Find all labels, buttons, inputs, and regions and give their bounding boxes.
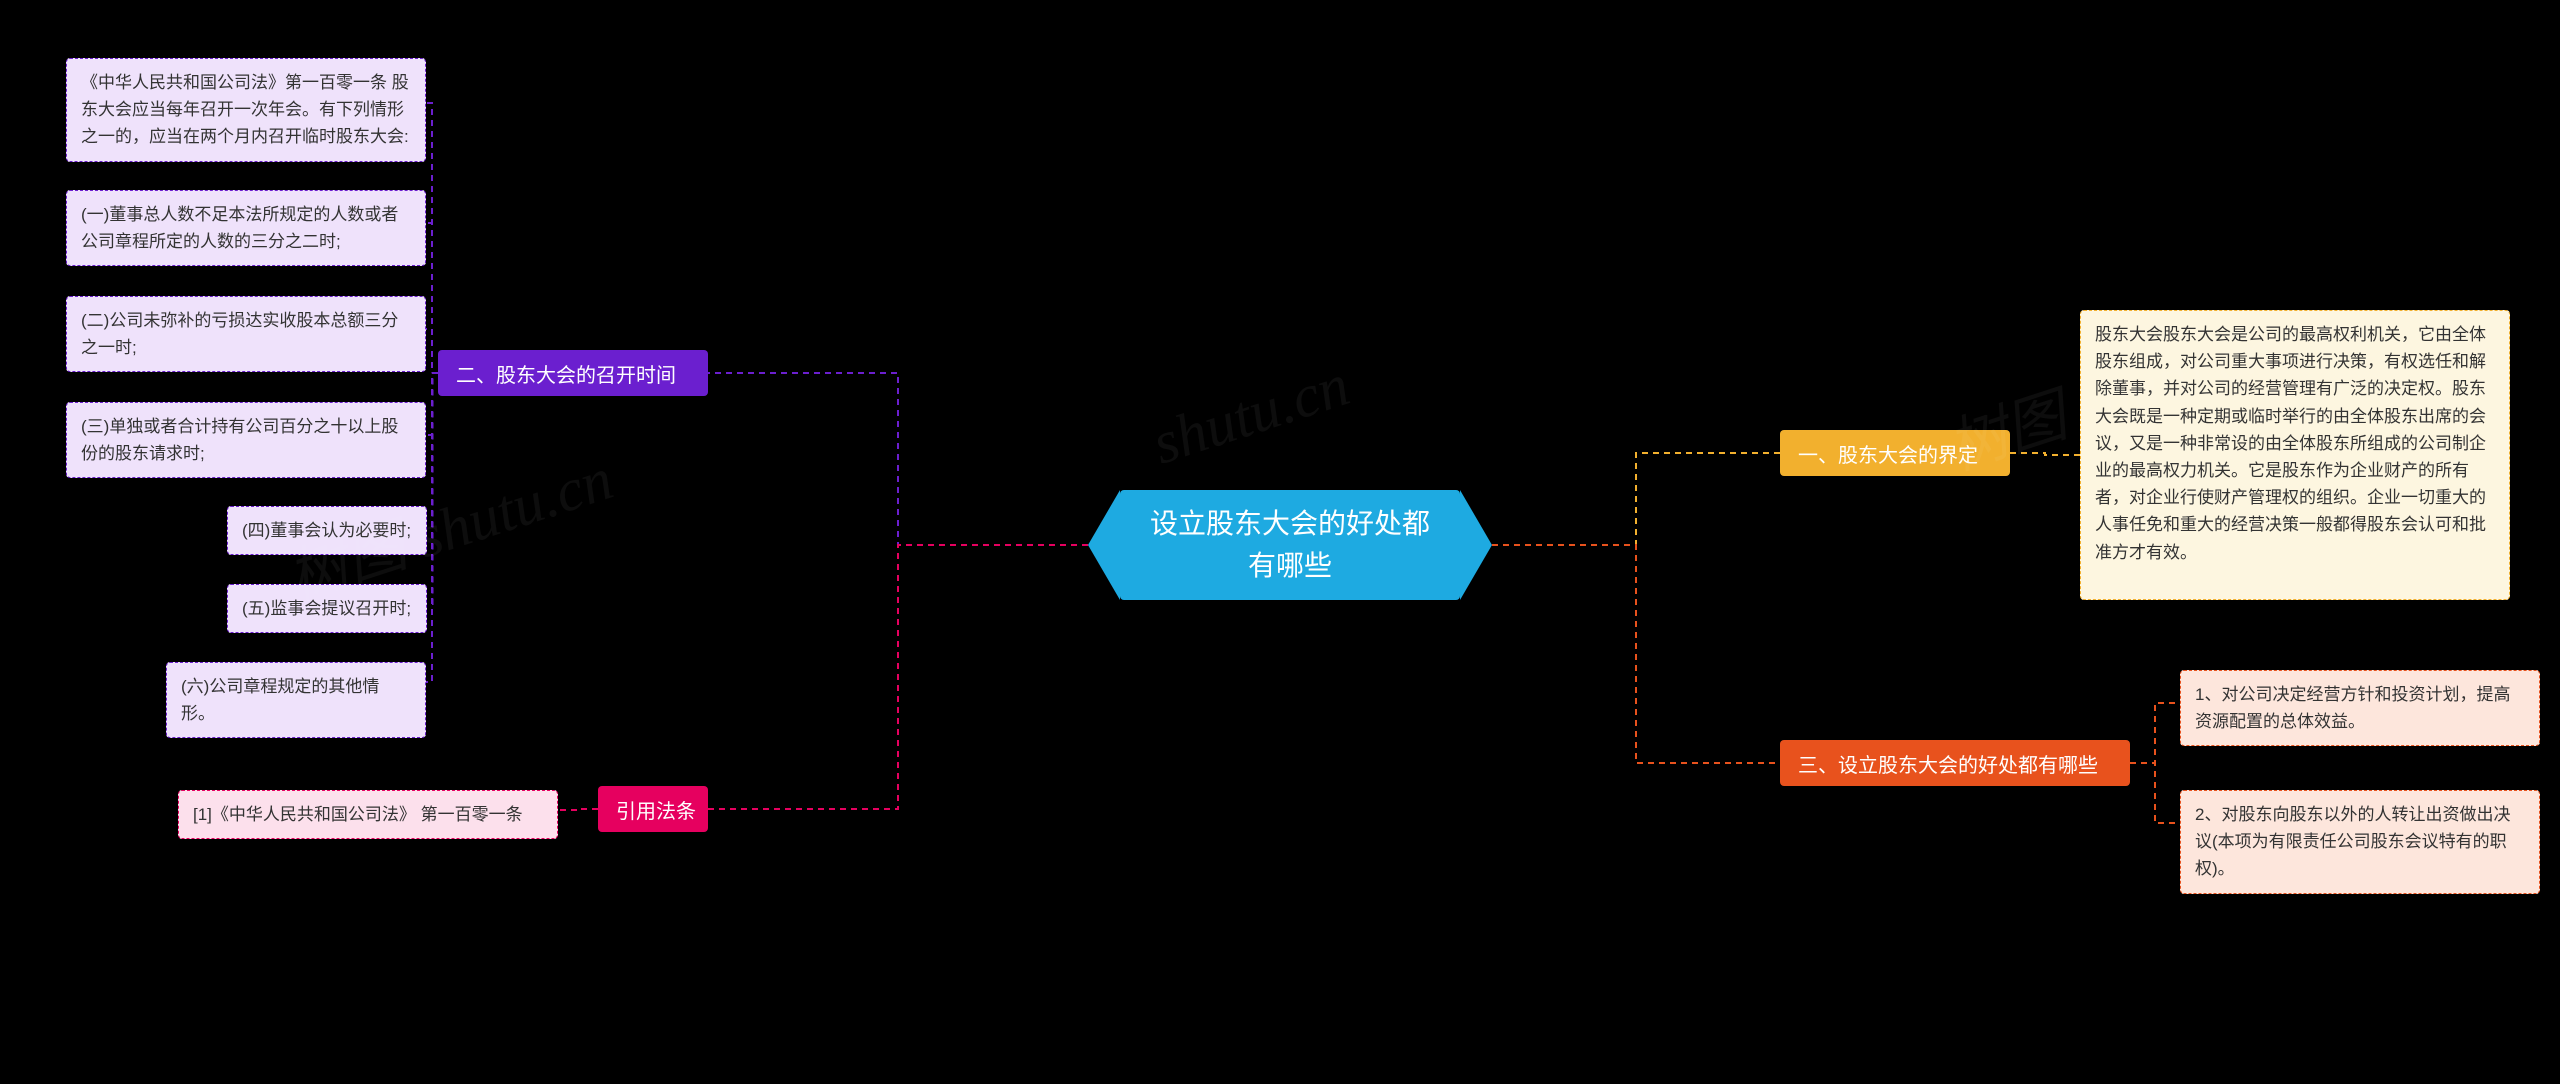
- leaf-node: (一)董事总人数不足本法所规定的人数或者公司章程所定的人数的三分之二时;: [66, 190, 426, 266]
- leaf-node: (三)单独或者合计持有公司百分之十以上股份的股东请求时;: [66, 402, 426, 478]
- branch-label: 一、股东大会的界定: [1798, 439, 1978, 468]
- root-label: 设立股东大会的好处都有哪些: [1150, 503, 1430, 587]
- leaf-node: [1]《中华人民共和国公司法》 第一百零一条: [178, 790, 558, 839]
- leaf-node: (五)监事会提议召开时;: [227, 584, 427, 633]
- leaf-node: 1、对公司决定经营方针和投资计划，提高资源配置的总体效益。: [2180, 670, 2540, 746]
- branch-node[interactable]: 三、设立股东大会的好处都有哪些: [1780, 740, 2130, 786]
- branch-node[interactable]: 引用法条: [598, 786, 708, 832]
- leaf-node: 《中华人民共和国公司法》第一百零一条 股东大会应当每年召开一次年会。有下列情形之…: [66, 58, 426, 162]
- leaf-node: (四)董事会认为必要时;: [227, 506, 427, 555]
- leaf-node: 股东大会股东大会是公司的最高权利机关，它由全体股东组成，对公司重大事项进行决策，…: [2080, 310, 2510, 600]
- leaf-node: 2、对股东向股东以外的人转让出资做出决议(本项为有限责任公司股东会议特有的职权)…: [2180, 790, 2540, 894]
- root-node[interactable]: 设立股东大会的好处都有哪些: [1120, 490, 1460, 600]
- leaf-node: (二)公司未弥补的亏损达实收股本总额三分之一时;: [66, 296, 426, 372]
- branch-label: 引用法条: [616, 795, 696, 824]
- branch-label: 三、设立股东大会的好处都有哪些: [1798, 749, 2098, 778]
- branch-node[interactable]: 一、股东大会的界定: [1780, 430, 2010, 476]
- leaf-node: (六)公司章程规定的其他情形。: [166, 662, 426, 738]
- branch-node[interactable]: 二、股东大会的召开时间: [438, 350, 708, 396]
- watermark: shutu.cn: [1144, 351, 1357, 479]
- branch-label: 二、股东大会的召开时间: [456, 359, 676, 388]
